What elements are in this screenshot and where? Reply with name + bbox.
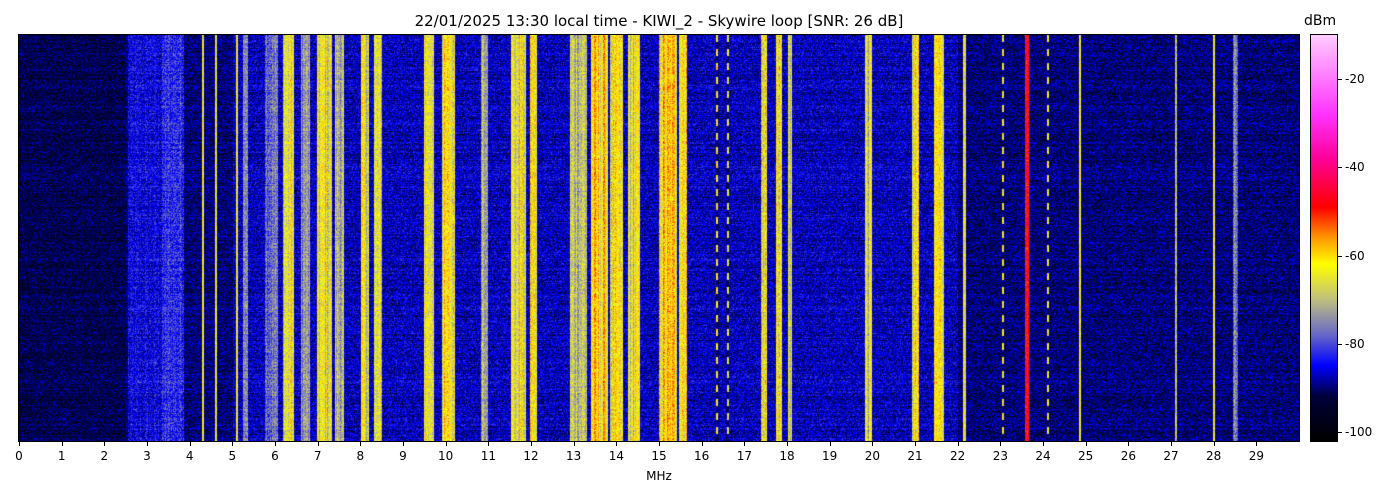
x-tick-mark [957, 441, 959, 446]
x-tick-label: 7 [313, 449, 322, 463]
x-tick-mark [659, 441, 660, 446]
x-tick-mark [787, 441, 788, 446]
x-tick-mark [488, 441, 490, 446]
x-tick-mark [1171, 441, 1172, 446]
x-tick-mark [189, 441, 191, 446]
x-tick-mark [915, 441, 916, 446]
x-tick-label: 16 [694, 449, 710, 463]
spectrogram-heatmap [19, 35, 1299, 441]
colorbar-tick-mark [1337, 255, 1342, 257]
x-tick-mark [573, 441, 575, 446]
x-tick-mark [61, 441, 63, 446]
colorbar-tick-mark [1337, 79, 1342, 81]
colorbar-tick-label: -100 [1345, 425, 1373, 440]
x-tick-mark [616, 441, 618, 446]
x-tick-mark [531, 441, 532, 446]
x-tick-label: 8 [356, 449, 365, 463]
x-tick-label: 15 [651, 449, 667, 463]
x-tick-mark [1085, 441, 1087, 446]
x-tick-mark [1043, 441, 1044, 446]
x-tick-label: 13 [566, 449, 582, 463]
x-tick-mark [1213, 441, 1215, 446]
colorbar-tick-label: -40 [1345, 160, 1365, 175]
x-tick-label: 24 [1035, 449, 1051, 463]
x-tick-label: 21 [907, 449, 923, 463]
x-tick-mark [360, 441, 362, 446]
x-tick-label: 9 [399, 449, 407, 463]
x-axis-label: MHz [646, 469, 672, 483]
x-tick-label: 18 [779, 449, 795, 463]
x-tick-mark [1128, 441, 1130, 446]
x-tick-label: 5 [228, 449, 237, 463]
x-tick-mark [232, 441, 234, 446]
x-tick-label: 6 [271, 449, 279, 463]
x-tick-label: 11 [480, 449, 496, 463]
x-tick-label: 20 [864, 449, 880, 463]
x-tick-label: 3 [143, 449, 151, 463]
x-tick-label: 27 [1163, 449, 1179, 463]
x-tick-mark [872, 441, 874, 446]
x-tick-label: 10 [438, 449, 454, 463]
x-tick-mark [701, 441, 703, 446]
x-tick-label: 2 [100, 449, 109, 463]
colorbar-tick-label: -80 [1345, 336, 1365, 351]
colorbar-tick-mark [1337, 167, 1342, 169]
colorbar-axis: -20 -40 -60 -80 -100 [1337, 35, 1397, 441]
x-tick-mark [744, 441, 746, 446]
x-tick-mark [403, 441, 404, 446]
x-tick-label: 26 [1120, 449, 1136, 463]
x-tick-label: 29 [1248, 449, 1264, 463]
colorbar [1310, 34, 1338, 442]
x-tick-mark [445, 441, 447, 446]
spectrogram-plot-area [18, 34, 1300, 442]
x-tick-label: 12 [523, 449, 539, 463]
x-tick-label: 23 [992, 449, 1008, 463]
x-axis: 0 1 2 3 4 5 6 7 8 9 10 11 12 13 14 15 16 17 18 19 20 21 22 23 24… [15, 441, 1299, 471]
x-tick-mark [317, 441, 319, 446]
x-tick-label: 28 [1206, 449, 1222, 463]
x-tick-mark [104, 441, 106, 446]
colorbar-tick-label: -60 [1345, 248, 1365, 263]
x-tick-label: 17 [736, 449, 752, 463]
x-tick-mark [275, 441, 276, 446]
x-tick-mark [147, 441, 148, 446]
x-tick-mark [19, 441, 20, 446]
x-tick-label: 0 [15, 449, 23, 463]
x-tick-mark [1256, 441, 1258, 446]
x-tick-label: 25 [1078, 449, 1094, 463]
colorbar-label: dBm [1304, 13, 1337, 29]
x-tick-label: 22 [950, 449, 966, 463]
colorbar-tick-mark [1337, 432, 1342, 434]
x-tick-label: 1 [57, 449, 66, 463]
x-tick-mark [829, 441, 831, 446]
colorbar-tick-mark [1337, 343, 1342, 345]
colorbar-tick-label: -20 [1345, 72, 1365, 87]
x-tick-label: 4 [185, 449, 194, 463]
x-tick-mark [1000, 441, 1002, 446]
x-tick-label: 19 [822, 449, 838, 463]
chart-title: 22/01/2025 13:30 local time - KIWI_2 - S… [414, 12, 904, 30]
x-tick-label: 14 [608, 449, 624, 463]
